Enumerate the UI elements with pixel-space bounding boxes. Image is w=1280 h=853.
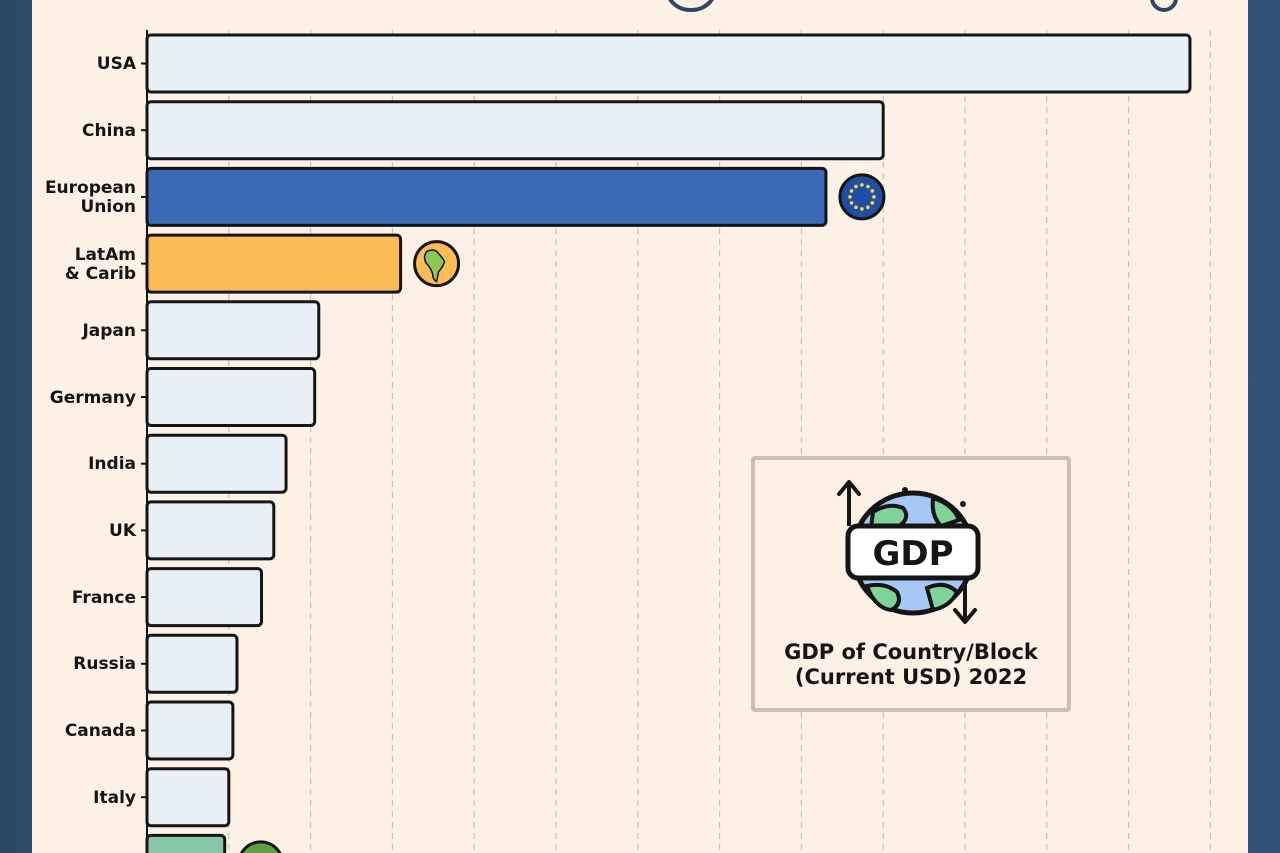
bar xyxy=(145,367,317,427)
category-label: Germany xyxy=(49,387,136,408)
category-label: Italy xyxy=(93,787,136,808)
latam-map-icon xyxy=(413,240,461,288)
legend-title-line-1: GDP of Country/Block xyxy=(784,640,1038,664)
gdp-globe-icon: GDP xyxy=(837,480,981,624)
bar xyxy=(145,567,264,628)
bar xyxy=(145,767,231,828)
category-label: France xyxy=(71,587,136,608)
gdp-icon-text: GDP xyxy=(872,534,953,574)
bar xyxy=(145,100,885,161)
category-label: Russia xyxy=(73,654,136,675)
category-label: European Union xyxy=(44,177,136,217)
bar xyxy=(145,433,288,494)
category-label: USA xyxy=(96,54,136,74)
category-label: Japan xyxy=(82,320,136,341)
bar xyxy=(145,633,239,694)
category-label: LatAm & Carib xyxy=(64,244,136,284)
bar xyxy=(145,300,321,361)
bar xyxy=(145,500,276,561)
category-label: Canada xyxy=(64,721,136,741)
bar xyxy=(145,166,828,227)
bar xyxy=(145,833,227,853)
category-label: India xyxy=(88,454,136,475)
chart-panel: USA China European Union LatAm & Carib Japan… xyxy=(32,0,1248,853)
legend-title: GDP of Country/Block (Current USD) 2022 xyxy=(755,640,1067,690)
bar xyxy=(145,700,235,761)
category-label: UK xyxy=(109,520,136,541)
bar-chart xyxy=(141,30,1212,853)
category-label: China xyxy=(82,120,136,141)
eu-flag-icon xyxy=(838,173,886,221)
bar xyxy=(145,233,403,294)
legend-box: GDP GDP of Country/Block (Current USD) 2… xyxy=(751,456,1071,712)
legend-title-line-2: (Current USD) 2022 xyxy=(794,665,1028,689)
globe-icon xyxy=(239,840,282,853)
bar xyxy=(145,33,1192,94)
